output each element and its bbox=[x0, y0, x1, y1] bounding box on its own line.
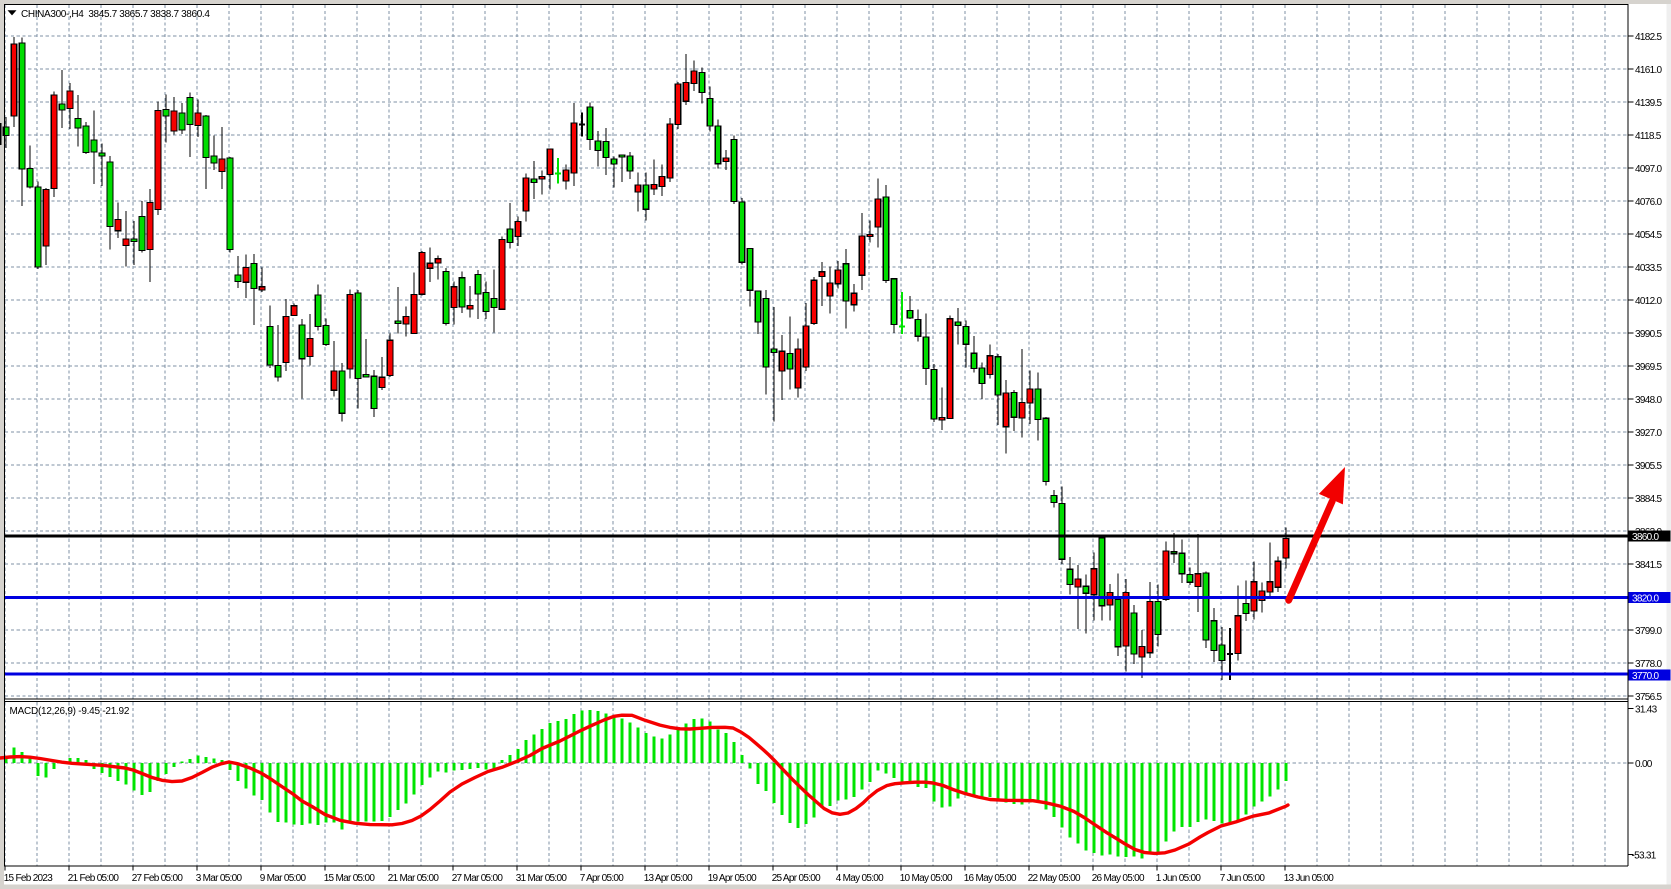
svg-text:21 Feb 05:00: 21 Feb 05:00 bbox=[68, 873, 120, 884]
svg-text:15 Mar 05:00: 15 Mar 05:00 bbox=[324, 873, 376, 884]
svg-text:27 Feb 05:00: 27 Feb 05:00 bbox=[132, 873, 184, 884]
svg-text:13 Jun 05:00: 13 Jun 05:00 bbox=[1284, 873, 1335, 884]
svg-text:4097.0: 4097.0 bbox=[1635, 164, 1663, 175]
svg-text:4033.5: 4033.5 bbox=[1635, 263, 1663, 274]
svg-text:CHINA300-,H4 3845.7 3865.7 38: CHINA300-,H4 3845.7 3865.7 3838.7 3860.4 bbox=[21, 9, 210, 20]
svg-text:1 Jun 05:00: 1 Jun 05:00 bbox=[1156, 873, 1202, 884]
svg-text:4054.5: 4054.5 bbox=[1635, 230, 1663, 241]
svg-text:MACD(12,26,9) -9.45 -21.92: MACD(12,26,9) -9.45 -21.92 bbox=[10, 706, 130, 717]
svg-text:4182.5: 4182.5 bbox=[1635, 32, 1663, 43]
svg-text:4161.0: 4161.0 bbox=[1635, 65, 1663, 76]
svg-text:4 May 05:00: 4 May 05:00 bbox=[836, 873, 884, 884]
svg-text:19 Apr 05:00: 19 Apr 05:00 bbox=[708, 873, 757, 884]
svg-text:4076.0: 4076.0 bbox=[1635, 197, 1663, 208]
svg-text:3969.5: 3969.5 bbox=[1635, 362, 1663, 373]
svg-text:3756.5: 3756.5 bbox=[1635, 692, 1663, 703]
svg-text:0.00: 0.00 bbox=[1635, 759, 1653, 770]
svg-text:26 May 05:00: 26 May 05:00 bbox=[1092, 873, 1145, 884]
svg-text:31 Mar 05:00: 31 Mar 05:00 bbox=[516, 873, 568, 884]
svg-text:3990.5: 3990.5 bbox=[1635, 329, 1663, 340]
svg-text:3927.0: 3927.0 bbox=[1635, 428, 1663, 439]
svg-text:4012.0: 4012.0 bbox=[1635, 296, 1663, 307]
svg-text:31.43: 31.43 bbox=[1635, 704, 1658, 715]
svg-text:7 Jun 05:00: 7 Jun 05:00 bbox=[1220, 873, 1266, 884]
svg-text:7 Apr 05:00: 7 Apr 05:00 bbox=[580, 873, 625, 884]
svg-text:16 May 05:00: 16 May 05:00 bbox=[964, 873, 1017, 884]
svg-text:3948.0: 3948.0 bbox=[1635, 395, 1663, 406]
svg-text:4118.5: 4118.5 bbox=[1635, 131, 1662, 142]
svg-text:3860.0: 3860.0 bbox=[1632, 532, 1660, 543]
svg-text:15 Feb 2023: 15 Feb 2023 bbox=[4, 873, 54, 884]
svg-text:3905.5: 3905.5 bbox=[1635, 461, 1663, 472]
svg-text:3884.5: 3884.5 bbox=[1635, 494, 1663, 505]
svg-text:3841.5: 3841.5 bbox=[1635, 560, 1663, 571]
svg-text:22 May 05:00: 22 May 05:00 bbox=[1028, 873, 1081, 884]
svg-text:4139.5: 4139.5 bbox=[1635, 98, 1663, 109]
svg-text:3770.0: 3770.0 bbox=[1632, 671, 1660, 682]
svg-text:3820.0: 3820.0 bbox=[1632, 594, 1660, 605]
svg-text:25 Apr 05:00: 25 Apr 05:00 bbox=[772, 873, 821, 884]
svg-text:3778.0: 3778.0 bbox=[1635, 659, 1663, 670]
svg-text:3799.0: 3799.0 bbox=[1635, 626, 1663, 637]
svg-text:27 Mar 05:00: 27 Mar 05:00 bbox=[452, 873, 504, 884]
svg-text:21 Mar 05:00: 21 Mar 05:00 bbox=[388, 873, 440, 884]
svg-text:10 May 05:00: 10 May 05:00 bbox=[900, 873, 953, 884]
svg-text:9 Mar 05:00: 9 Mar 05:00 bbox=[260, 873, 307, 884]
svg-text:-53.31: -53.31 bbox=[1632, 851, 1657, 862]
svg-text:3 Mar 05:00: 3 Mar 05:00 bbox=[196, 873, 243, 884]
svg-text:13 Apr 05:00: 13 Apr 05:00 bbox=[644, 873, 693, 884]
